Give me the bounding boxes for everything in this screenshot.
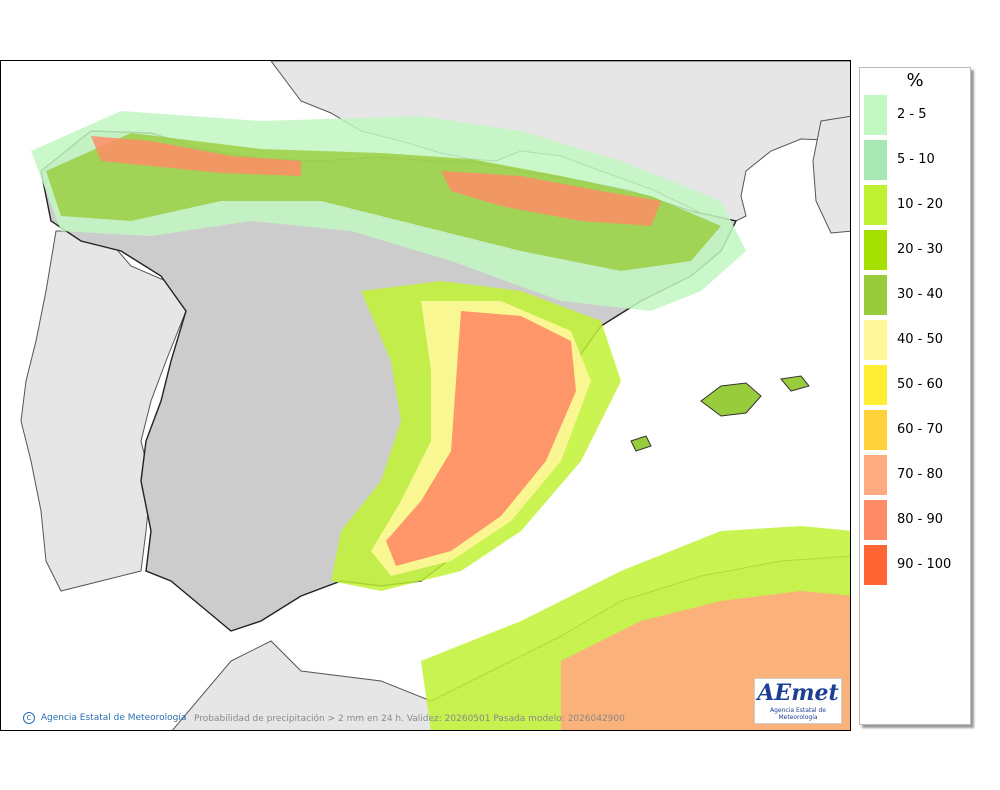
legend-swatch: [864, 545, 887, 585]
legend-swatch: [864, 185, 887, 225]
legend-label: 40 - 50: [897, 332, 944, 347]
balearic-islands: [630, 375, 810, 452]
legend-swatch: [864, 455, 887, 495]
agency-credit: C Agencia Estatal de Meteorología: [23, 712, 186, 724]
legend-label: 80 - 90: [897, 512, 944, 527]
legend-swatch: [864, 365, 887, 405]
precip-zone-north-red: [91, 136, 661, 226]
legend-item: 2 - 5: [864, 95, 968, 135]
agency-credit-text: Agencia Estatal de Meteorología: [40, 713, 187, 723]
legend-label: 2 - 5: [897, 107, 927, 122]
legend-item: 5 - 10: [864, 140, 968, 180]
legend-swatch: [864, 275, 887, 315]
aemet-logo-subtitle: Agencia Estatal de Meteorología: [769, 707, 826, 721]
legend-item: 20 - 30: [864, 230, 968, 270]
legend-item: 80 - 90: [864, 500, 968, 540]
legend-item: 70 - 80: [864, 455, 968, 495]
legend-swatch: [864, 230, 887, 270]
legend-unit: %: [906, 70, 924, 91]
legend-item: 40 - 50: [864, 320, 968, 360]
legend-swatch: [864, 320, 887, 360]
copyright-icon: C: [23, 712, 35, 724]
aemet-logo: AEmet Agencia Estatal de Meteorología: [754, 678, 842, 724]
precipitation-map: C Agencia Estatal de Meteorología Probab…: [0, 60, 851, 731]
map-caption: Probabilidad de precipitación > 2 mm en …: [194, 714, 625, 724]
legend-swatch: [864, 500, 887, 540]
legend-panel: % 2 - 5 5 - 10 10 - 20 20 - 30 30 - 40 40 - 5…: [859, 67, 971, 725]
map-canvas: [1, 61, 850, 730]
legend-item: 60 - 70: [864, 410, 968, 450]
legend-label: 70 - 80: [897, 467, 944, 482]
legend-label: 5 - 10: [897, 152, 935, 167]
legend-label: 50 - 60: [897, 377, 944, 392]
precip-zone-east-red: [386, 311, 576, 566]
legend-item: 10 - 20: [864, 185, 968, 225]
legend-label: 90 - 100: [897, 557, 952, 572]
aemet-logo-text: AEmet: [757, 680, 839, 706]
legend-item: 50 - 60: [864, 365, 968, 405]
legend-item: 30 - 40: [864, 275, 968, 315]
legend-label: 10 - 20: [897, 197, 944, 212]
legend-swatch: [864, 410, 887, 450]
legend-label: 60 - 70: [897, 422, 944, 437]
legend-label: 20 - 30: [897, 242, 944, 257]
corsica-landmass: [812, 115, 850, 234]
legend-swatch: [864, 140, 887, 180]
legend-swatch: [864, 95, 887, 135]
legend-item: 90 - 100: [864, 545, 968, 585]
legend-label: 30 - 40: [897, 287, 944, 302]
